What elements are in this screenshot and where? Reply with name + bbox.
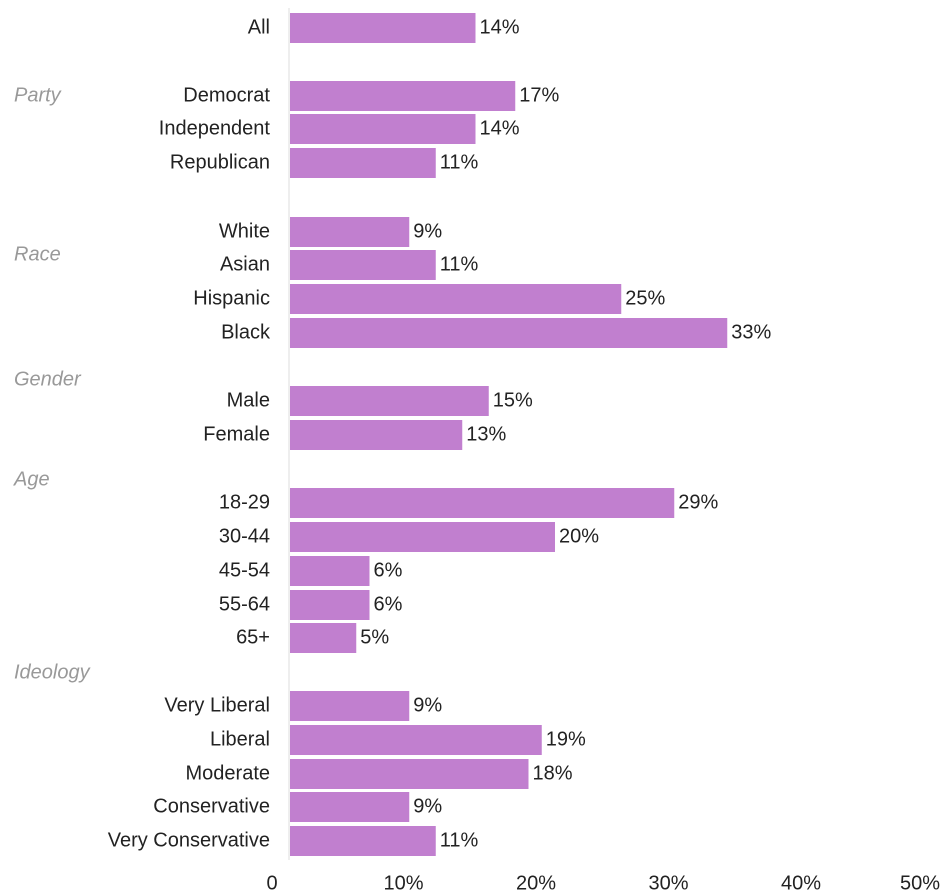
bar (290, 114, 476, 144)
x-tick-label: 50% (900, 872, 940, 894)
value-label: 6% (374, 593, 403, 615)
value-label: 11% (440, 253, 479, 275)
category-label: All (248, 16, 270, 38)
bar (290, 556, 370, 586)
x-tick-label: 10% (383, 872, 423, 894)
value-label: 14% (480, 16, 520, 38)
category-label: Hispanic (193, 287, 270, 309)
bar (290, 691, 410, 721)
bar (290, 81, 516, 111)
category-label: Republican (170, 151, 270, 173)
bar (290, 318, 728, 348)
value-label: 20% (559, 525, 599, 547)
category-label: Black (221, 321, 271, 343)
group-label: Gender (14, 368, 82, 390)
x-tick-label: 20% (516, 872, 556, 894)
value-label: 6% (374, 559, 403, 581)
bar (290, 420, 463, 450)
value-label: 15% (493, 389, 533, 411)
bar (290, 386, 489, 416)
category-label: Moderate (186, 762, 271, 784)
bar-group-1: Party Democrat 17% Independent 14% Republican… (14, 81, 559, 178)
value-label: 11% (440, 151, 479, 173)
category-label: Female (203, 423, 270, 445)
bar (290, 217, 410, 247)
value-label: 13% (466, 423, 506, 445)
value-label: 9% (413, 694, 442, 716)
bar-group-0: All 14% (248, 13, 520, 43)
group-label: Ideology (14, 661, 91, 683)
bar (290, 13, 476, 43)
bar (290, 522, 555, 552)
value-label: 9% (413, 220, 442, 242)
category-label: Very Conservative (108, 829, 270, 851)
category-label: 30-44 (219, 525, 270, 547)
group-label: Age (13, 468, 50, 490)
category-label: Democrat (183, 84, 270, 106)
value-label: 25% (625, 287, 665, 309)
x-tick-label: 40% (781, 872, 821, 894)
bar (290, 792, 410, 822)
bar (290, 590, 370, 620)
value-label: 14% (480, 117, 520, 139)
value-label: 33% (731, 321, 771, 343)
value-label: 19% (546, 728, 586, 750)
category-label: White (219, 220, 270, 242)
bar-group-2: Race White 9% Asian 11% Hispanic 25% Black 33% (14, 217, 771, 348)
category-label: 65+ (236, 626, 270, 648)
value-label: 9% (413, 795, 442, 817)
group-label: Race (14, 243, 61, 265)
category-label: Asian (220, 253, 270, 275)
value-label: 11% (440, 829, 479, 851)
category-label: Liberal (210, 728, 270, 750)
value-label: 29% (678, 491, 718, 513)
category-label: 55-64 (219, 593, 270, 615)
bar (290, 759, 529, 789)
category-label: 45-54 (219, 559, 270, 581)
bar (290, 250, 436, 280)
value-label: 5% (360, 626, 389, 648)
value-label: 17% (519, 84, 559, 106)
bar-group-5: Ideology Very Liberal 9% Liberal 19% Moderate… (14, 661, 586, 856)
category-label: 18-29 (219, 491, 270, 513)
category-label: Conservative (153, 795, 270, 817)
bar-group-3: Gender Male 15% Female 13% (14, 368, 533, 450)
x-tick-label: 30% (648, 872, 688, 894)
bar (290, 148, 436, 178)
bar (290, 284, 622, 314)
category-label: Very Liberal (164, 694, 270, 716)
category-label: Independent (159, 117, 271, 139)
bar (290, 826, 436, 856)
group-label: Party (14, 84, 62, 106)
bar (290, 488, 675, 518)
bar (290, 623, 357, 653)
x-tick-label: 0 (266, 872, 277, 894)
bar (290, 725, 542, 755)
category-label: Male (227, 389, 270, 411)
bar-group-4: Age 18-29 29% 30-44 20% 45-54 6% 55-64 6% 65+ 5% (13, 468, 718, 653)
value-label: 18% (533, 762, 573, 784)
